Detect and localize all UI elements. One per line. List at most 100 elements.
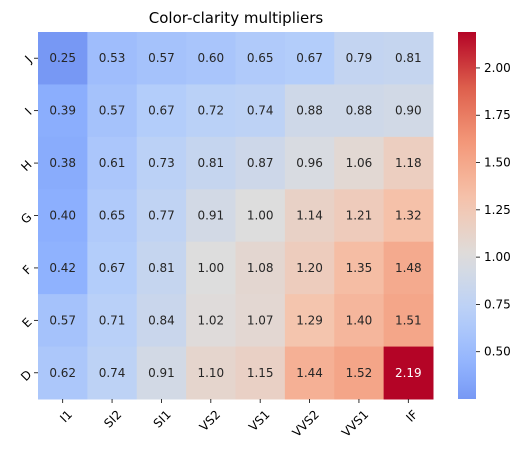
cell-value-label: 2.19 <box>395 366 422 380</box>
heatmap-cell <box>38 136 88 190</box>
cell-value-label: 0.88 <box>296 104 323 118</box>
cell-value-label: 1.52 <box>346 366 373 380</box>
heatmap-cell <box>136 346 187 400</box>
cell-value-label: 0.73 <box>148 156 175 170</box>
cell-value-label: 1.08 <box>247 261 274 275</box>
heatmap-cell <box>136 294 187 348</box>
colorbar-gradient <box>458 32 476 399</box>
heatmap-cell <box>383 346 434 400</box>
y-tick-label: H <box>18 158 34 174</box>
heatmap-cell <box>383 241 434 295</box>
x-tick-label: VVS1 <box>339 407 371 439</box>
heatmap-cell <box>235 346 286 400</box>
heatmap-cell <box>383 32 434 85</box>
heatmap-cell <box>87 32 138 85</box>
heatmap-cell <box>235 136 286 190</box>
heatmap-cell <box>284 84 335 138</box>
colorbar-tick-label: 1.50 <box>484 156 511 170</box>
cell-value-label: 1.02 <box>197 313 224 327</box>
colorbar: 0.50 0.75 1.00 1.25 1.50 1.75 2.00 <box>458 32 511 399</box>
cell-value-label: 1.44 <box>296 366 323 380</box>
heatmap-cell <box>38 84 88 138</box>
heatmap-cells: 0.25 0.53 0.57 0.60 0.65 0.67 0.79 0.81 0.39 0.57… <box>38 32 434 400</box>
heatmap-cell <box>87 346 138 400</box>
heatmap-cell <box>334 241 385 295</box>
cell-value-label: 0.67 <box>148 104 175 118</box>
cell-value-label: 0.57 <box>148 51 175 65</box>
heatmap-cell <box>38 346 88 400</box>
cell-value-label: 0.96 <box>296 156 323 170</box>
cell-value-label: 1.35 <box>346 261 373 275</box>
y-tick-label: F <box>20 263 35 278</box>
cell-value-label: 0.74 <box>247 104 274 118</box>
colorbar-tick-label: 1.25 <box>484 203 511 217</box>
chart-title: Color-clarity multipliers <box>149 9 324 27</box>
heatmap-cell <box>284 189 335 243</box>
heatmap-cell <box>235 241 286 295</box>
x-tick-label: VS1 <box>246 407 272 433</box>
heatmap-cell <box>284 136 335 190</box>
heatmap-cell <box>334 32 385 85</box>
y-axis-ticks: J I H G F E D <box>18 53 38 384</box>
heatmap-cell <box>186 84 236 138</box>
heatmap-cell <box>186 189 236 243</box>
x-tick-label: VVS2 <box>290 407 322 439</box>
cell-value-label: 1.10 <box>197 366 224 380</box>
cell-value-label: 0.72 <box>197 104 224 118</box>
cell-value-label: 0.65 <box>99 209 126 223</box>
heatmap-cell <box>383 294 434 348</box>
heatmap-cell <box>87 189 138 243</box>
cell-value-label: 0.25 <box>49 51 76 65</box>
heatmap-cell <box>235 189 286 243</box>
cell-value-label: 0.67 <box>99 261 126 275</box>
heatmap-cell <box>235 32 286 85</box>
heatmap-cell <box>334 189 385 243</box>
heatmap-cell <box>87 294 138 348</box>
heatmap-cell <box>136 136 187 190</box>
y-tick-label: G <box>18 210 34 226</box>
cell-value-label: 1.18 <box>395 156 422 170</box>
heatmap-cell <box>284 241 335 295</box>
heatmap-cell <box>235 294 286 348</box>
heatmap-cell <box>38 294 88 348</box>
heatmap-cell <box>334 294 385 348</box>
cell-value-label: 0.57 <box>49 313 76 327</box>
heatmap-cell <box>87 84 138 138</box>
cell-value-label: 0.77 <box>148 209 175 223</box>
cell-value-label: 0.91 <box>197 209 224 223</box>
cell-value-label: 0.53 <box>99 51 126 65</box>
cell-value-label: 0.67 <box>296 51 323 65</box>
cell-value-label: 0.40 <box>49 209 76 223</box>
cell-value-label: 0.81 <box>395 51 422 65</box>
heatmap-cell <box>383 189 434 243</box>
colorbar-tick-label: 0.50 <box>484 345 511 359</box>
x-tick-label: VS2 <box>197 407 223 433</box>
heatmap-cell <box>284 294 335 348</box>
cell-value-label: 0.81 <box>197 156 224 170</box>
cell-value-label: 1.00 <box>197 261 224 275</box>
colorbar-tick-label: 0.75 <box>484 297 511 311</box>
cell-value-label: 0.42 <box>49 261 76 275</box>
heatmap-cell <box>136 241 187 295</box>
cell-value-label: 1.00 <box>247 209 274 223</box>
y-tick-label: I <box>22 105 34 117</box>
cell-value-label: 0.87 <box>247 156 274 170</box>
y-tick-label: J <box>21 53 34 66</box>
heatmap-cell <box>334 136 385 190</box>
x-tick-label: SI1 <box>151 407 174 430</box>
heatmap-cell <box>383 136 434 190</box>
heatmap-cell <box>284 346 335 400</box>
heatmap-cell <box>186 32 236 85</box>
cell-value-label: 0.81 <box>148 261 175 275</box>
cell-value-label: 1.21 <box>346 209 373 223</box>
heatmap-cell <box>38 32 88 85</box>
cell-value-label: 0.62 <box>49 366 76 380</box>
y-tick-label: E <box>19 315 34 330</box>
heatmap-cell <box>383 84 434 138</box>
cell-value-label: 0.65 <box>247 51 274 65</box>
heatmap-cell <box>87 136 138 190</box>
cell-value-label: 0.79 <box>346 51 373 65</box>
heatmap-cell <box>334 346 385 400</box>
heatmap-cell <box>186 241 236 295</box>
